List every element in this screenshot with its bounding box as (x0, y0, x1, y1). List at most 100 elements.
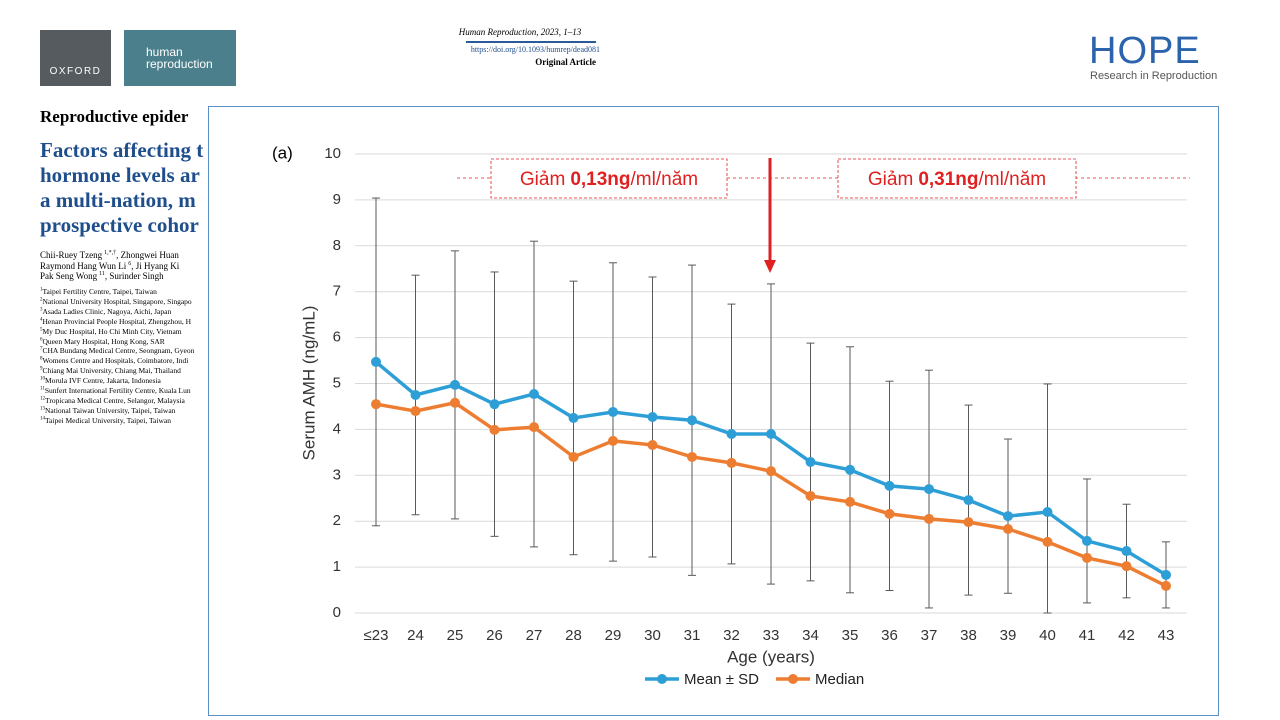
point (726, 457, 737, 468)
author-name: Raymond Hang Wun Li (40, 260, 127, 271)
affiliation-text: My Duc Hospital, Ho Chi Minh City, Vietn… (42, 326, 182, 336)
author-line: Raymond Hang Wun Li 6, Ji Hyang Ki (40, 261, 179, 271)
x-tick-label: 37 (921, 627, 938, 644)
annotation-value: 0,31ng (918, 169, 978, 190)
affiliation-number: 10 (40, 376, 45, 382)
point (1042, 536, 1053, 547)
affiliation: 11Sunfert International Fertility Centre… (40, 386, 191, 395)
x-tick-label: 35 (842, 627, 859, 644)
affiliation-number: 8 (40, 356, 43, 362)
point (1121, 546, 1132, 557)
point (647, 440, 658, 451)
affiliation-number: 9 (40, 366, 43, 372)
annotation: Giảm 0,13ng/ml/năm (520, 169, 698, 190)
paper-title-line: Factors affecting t (40, 138, 204, 162)
affiliation-number: 4 (40, 317, 43, 323)
annotation-prefix: Giảm (520, 169, 565, 190)
affiliation: 6Queen Mary Hospital, Hong Kong, SAR (40, 337, 165, 346)
affiliation-text: CHA Bundang Medical Centre, Seongnam, Gy… (42, 346, 195, 356)
y-tick-label: 4 (333, 420, 341, 437)
author-name: , Ji Hyang Ki (131, 260, 180, 271)
point (1161, 580, 1171, 591)
point (1042, 507, 1053, 518)
y-tick-label: 1 (333, 558, 341, 575)
affiliation-number: 3 (40, 307, 43, 313)
affiliation: 13National Taiwan University, Taipei, Ta… (40, 406, 175, 415)
x-tick-label: 40 (1039, 627, 1056, 644)
point (884, 508, 895, 519)
x-axis-title: Age (years) (727, 647, 815, 666)
point (647, 412, 658, 423)
y-tick-label: 0 (333, 604, 341, 621)
x-tick-label: 38 (960, 627, 977, 644)
point (963, 517, 974, 528)
affiliation-number: 14 (40, 416, 45, 422)
affiliation: 14Taipei Medical University, Taipei, Tai… (40, 416, 171, 425)
panel-label: (a) (272, 143, 293, 162)
doi: https://doi.org/10.1093/humrep/dead081 (470, 45, 600, 54)
x-tick-label: 28 (565, 627, 582, 644)
x-tick-label: 41 (1079, 627, 1096, 644)
affiliation-text: Henan Provincial People Hospital, Zhengz… (42, 316, 192, 326)
annotation-prefix: Giảm (868, 169, 913, 190)
y-tick-label: 10 (324, 145, 341, 162)
point (687, 415, 697, 426)
annotation-suffix: /ml/năm (631, 169, 699, 190)
point (608, 435, 618, 446)
oxford-text: OXFORD (49, 66, 102, 77)
point (884, 480, 895, 491)
x-tick-label: 30 (644, 627, 661, 644)
affiliation-text: Womens Centre and Hospitals, Coimbatore,… (42, 356, 189, 366)
point (371, 356, 381, 367)
point (1121, 561, 1132, 572)
point (489, 424, 500, 435)
x-tick-label: 36 (881, 627, 898, 644)
affiliation: 8Womens Centre and Hospitals, Coimbatore… (40, 356, 188, 365)
affiliation-text: Chiang Mai University, Chiang Mai, Thail… (42, 366, 181, 376)
author-line: Pak Seng Wong 11, Surinder Singh (40, 271, 164, 281)
affiliation-number: 13 (40, 406, 45, 412)
point (489, 399, 500, 410)
rule (466, 41, 596, 43)
point (1082, 535, 1092, 546)
y-tick-label: 9 (333, 191, 341, 208)
y-axis-title: Serum AMH (ng/mL) (299, 306, 318, 461)
affiliation-text: Taipei Medical University, Taipei, Taiwa… (45, 415, 171, 425)
legend-marker (788, 674, 798, 684)
point (805, 490, 816, 501)
author-affiliation-mark: 11 (99, 271, 105, 277)
x-tick-label: 31 (684, 627, 701, 644)
affiliation-number: 1 (40, 287, 43, 293)
point (845, 496, 855, 507)
hope-tagline: Research in Reproduction (1090, 70, 1218, 82)
point (924, 484, 934, 495)
point (1003, 524, 1013, 535)
point (568, 412, 579, 423)
legend-label: Mean ± SD (684, 671, 759, 688)
journal-logo-text: human (146, 45, 183, 59)
affiliation-number: 2 (40, 297, 43, 303)
y-tick-label: 8 (333, 237, 341, 254)
point (568, 451, 579, 462)
annotation-box (837, 158, 1077, 199)
x-tick-label: 29 (605, 627, 622, 644)
affiliation: 5My Duc Hospital, Ho Chi Minh City, Viet… (40, 327, 182, 336)
x-tick-label: 32 (723, 627, 740, 644)
y-tick-label: 6 (333, 329, 341, 346)
affiliation-text: Taipei Fertility Centre, Taipei, Taiwan (42, 287, 157, 296)
x-tick-label: 39 (1000, 627, 1017, 644)
affiliation-text: Tropicana Medical Centre, Selangor, Mala… (45, 395, 185, 405)
affiliation: 3Asada Ladies Clinic, Nagoya, Aichi, Jap… (40, 307, 171, 316)
affiliation: 1Taipei Fertility Centre, Taipei, Taiwan (40, 287, 157, 296)
x-tick-label: 33 (763, 627, 780, 644)
point (845, 464, 855, 475)
affiliation: 9Chiang Mai University, Chiang Mai, Thai… (40, 366, 181, 375)
x-tick-label: 34 (802, 627, 819, 644)
point (1003, 511, 1013, 522)
point (1082, 552, 1092, 563)
point (805, 456, 816, 467)
oxford-logo: OXFORD (40, 30, 111, 86)
section: Reproductive epider (40, 107, 189, 126)
x-tick-label: 24 (407, 627, 424, 644)
